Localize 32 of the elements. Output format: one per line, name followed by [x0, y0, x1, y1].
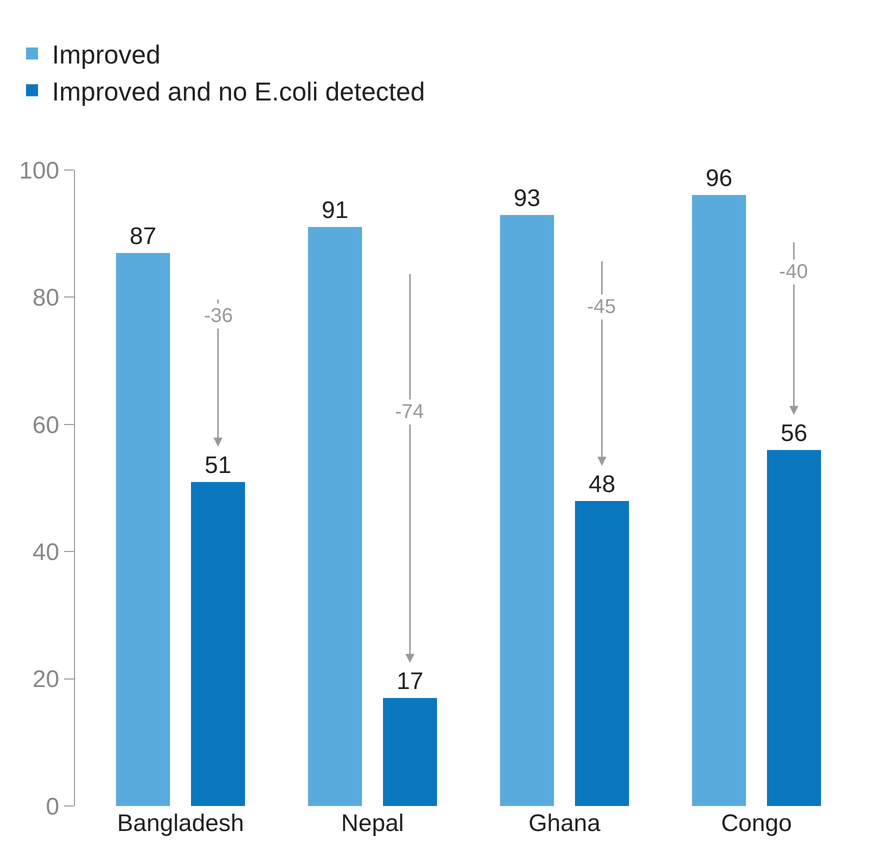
data-label: 87: [130, 223, 156, 250]
y-tick-label: 80: [32, 284, 60, 312]
x-tick-label: Ghana: [528, 810, 602, 837]
y-tick-label: 60: [32, 412, 60, 439]
legend-label: Improved: [52, 40, 160, 70]
bar: [575, 501, 629, 806]
annotation: -40: [779, 261, 808, 283]
data-label: 93: [514, 185, 540, 212]
bar: [692, 195, 746, 806]
bar: [191, 482, 245, 806]
x-tick-label: Congo: [721, 810, 792, 837]
annotation: -36: [204, 305, 233, 327]
data-label: 51: [204, 452, 232, 479]
data-label: 56: [780, 420, 808, 447]
legend-label: Improved and no E.coli detected: [52, 76, 425, 106]
data-label: 48: [588, 471, 616, 498]
y-tick-label: 20: [32, 666, 60, 694]
x-tick-label: Bangladesh: [117, 810, 244, 837]
annotation: -74: [395, 401, 424, 423]
bar: [767, 450, 821, 806]
y-tick-label: 100: [19, 157, 60, 184]
x-tick-label: Nepal: [341, 810, 404, 837]
bar: [383, 698, 437, 806]
data-label: 91: [322, 197, 348, 224]
data-label: 96: [706, 165, 732, 192]
bar: [308, 227, 362, 806]
annotation: -45: [587, 296, 616, 318]
y-tick-label: 40: [32, 539, 60, 566]
y-tick-label: 0: [46, 793, 60, 820]
bar: [500, 215, 554, 806]
bar: [116, 253, 170, 806]
data-label: 17: [396, 668, 424, 695]
